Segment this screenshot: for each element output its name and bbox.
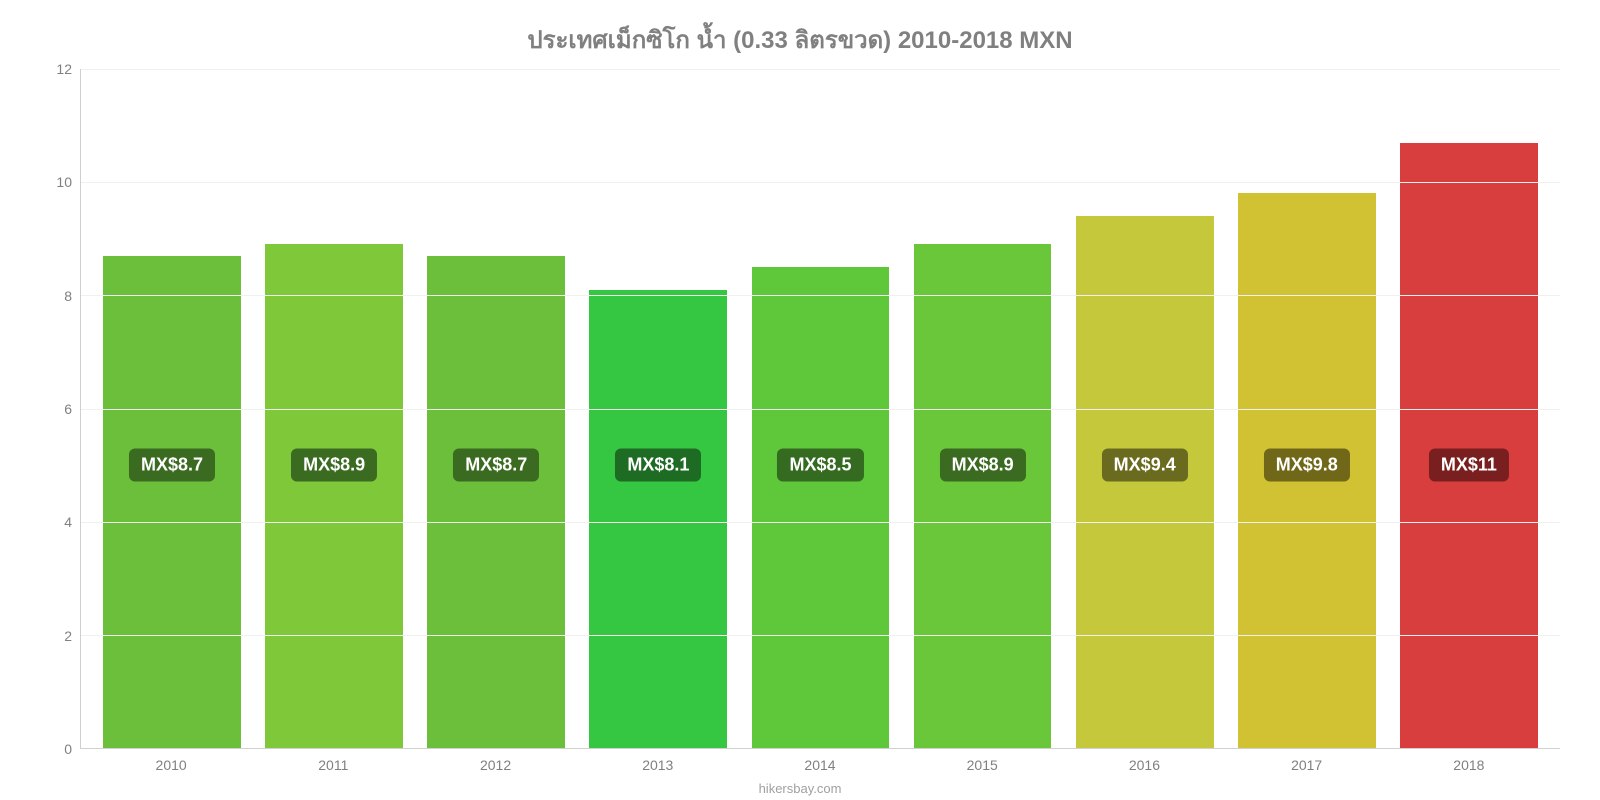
- x-tick: 2015: [901, 757, 1063, 773]
- bar-value-label: MX$11: [1429, 449, 1509, 482]
- bar: MX$8.7: [427, 256, 565, 748]
- bar: MX$8.7: [103, 256, 241, 748]
- x-tick: 2010: [90, 757, 252, 773]
- bar-value-label: MX$8.7: [129, 449, 215, 482]
- gridline: [81, 522, 1560, 523]
- bar-value-label: MX$9.4: [1102, 449, 1188, 482]
- chart-title: ประเทศเม็กซิโก น้ำ (0.33 ลิตรขวด) 2010-2…: [40, 20, 1560, 59]
- gridline: [81, 635, 1560, 636]
- bar-value-label: MX$8.5: [777, 449, 863, 482]
- gridline: [81, 409, 1560, 410]
- bar: MX$9.8: [1238, 193, 1376, 748]
- bar: MX$8.9: [914, 244, 1052, 748]
- plot-area: MX$8.7 MX$8.9 MX$8.7 MX$8.1 MX$8.5 MX$8.9 MX$9…: [80, 69, 1560, 749]
- bar-value-label: MX$8.9: [940, 449, 1026, 482]
- y-tick: 2: [64, 628, 72, 644]
- y-tick: 8: [64, 288, 72, 304]
- x-tick: 2013: [577, 757, 739, 773]
- x-tick: 2018: [1388, 757, 1550, 773]
- y-axis: 024681012: [40, 69, 80, 749]
- y-tick: 0: [64, 741, 72, 757]
- x-tick: 2011: [252, 757, 414, 773]
- bar-value-label: MX$8.7: [453, 449, 539, 482]
- bar: MX$8.5: [752, 267, 890, 748]
- y-tick: 12: [56, 61, 72, 77]
- x-tick: 2016: [1063, 757, 1225, 773]
- gridline: [81, 69, 1560, 70]
- bar: MX$11: [1400, 143, 1538, 748]
- x-axis: 201020112012201320142015201620172018: [80, 749, 1560, 773]
- bar: MX$8.1: [589, 290, 727, 748]
- attribution: hikersbay.com: [40, 781, 1560, 796]
- y-tick: 6: [64, 401, 72, 417]
- x-tick: 2014: [739, 757, 901, 773]
- bar-value-label: MX$9.8: [1264, 449, 1350, 482]
- x-tick: 2017: [1226, 757, 1388, 773]
- y-tick: 4: [64, 514, 72, 530]
- gridline: [81, 182, 1560, 183]
- bar-value-label: MX$8.9: [291, 449, 377, 482]
- x-tick: 2012: [414, 757, 576, 773]
- y-tick: 10: [56, 174, 72, 190]
- bar: MX$8.9: [265, 244, 403, 748]
- chart-area: 024681012 MX$8.7MX$8.9MX$8.7MX$8.1MX$8.5…: [40, 69, 1560, 749]
- bar-value-label: MX$8.1: [615, 449, 701, 482]
- gridline: [81, 295, 1560, 296]
